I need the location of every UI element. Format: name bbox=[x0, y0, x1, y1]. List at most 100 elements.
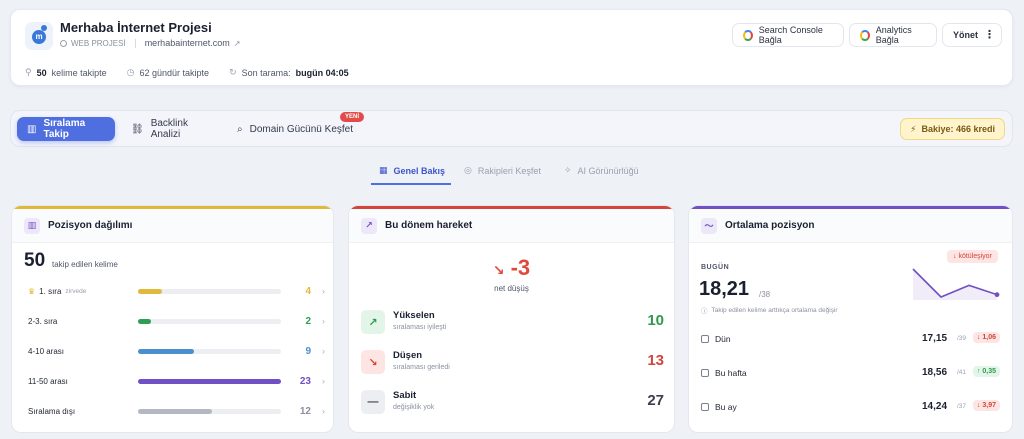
chevron-right-icon[interactable]: › bbox=[322, 286, 325, 296]
distribution-row-label-wrap: 4-10 arası bbox=[28, 347, 138, 356]
panel-title: Ortalama pozisyon bbox=[725, 220, 815, 231]
subtab-overview[interactable]: ▦ Genel Bakış bbox=[379, 165, 445, 176]
stat-days: ◷ 62 gündür takipte bbox=[127, 67, 209, 78]
analytics-connect-button[interactable]: Analytics Bağla bbox=[849, 23, 937, 47]
bar-chart-icon: ▥ bbox=[27, 123, 37, 135]
period-average-of: /41 bbox=[957, 369, 967, 376]
main-tabs: ▥ Sıralama Takip ⛓ Backlink Analizi ⌕ Do… bbox=[10, 110, 1013, 147]
distribution-bar-track bbox=[138, 348, 281, 354]
bolt-icon: ⚡ bbox=[910, 123, 917, 134]
globe-icon bbox=[60, 39, 67, 47]
subtab-label: AI Görünürlüğü bbox=[577, 165, 639, 176]
tab-label: Domain Gücünü Keşfet bbox=[249, 123, 353, 135]
calendar-icon bbox=[701, 369, 709, 377]
panel-accent-bar bbox=[349, 206, 674, 209]
search-console-connect-button[interactable]: Search Console Bağla bbox=[732, 23, 844, 47]
trend-line-icon: 〜 bbox=[701, 217, 717, 234]
distribution-row[interactable]: ♛ 1. sıra zirvede 4 › bbox=[28, 284, 325, 298]
logo-ear-shape bbox=[41, 25, 47, 31]
period-delta-badge: ↓ 3,97 bbox=[972, 400, 1000, 411]
distribution-row[interactable]: 2-3. sıra 2 › bbox=[28, 314, 325, 328]
distribution-row-value: 4 bbox=[305, 285, 311, 297]
panel-header: ↗ Bu dönem hareket bbox=[349, 209, 674, 243]
distribution-bar-track bbox=[138, 378, 281, 384]
movement-row-value: 27 bbox=[647, 392, 664, 409]
distribution-row-label-wrap: Sıralama dışı bbox=[28, 407, 138, 416]
distribution-row-value: 2 bbox=[305, 315, 311, 327]
tab-ranking-tracking[interactable]: ▥ Sıralama Takip bbox=[17, 117, 115, 141]
distribution-bar-fill bbox=[138, 318, 151, 324]
distribution-row-value: 9 bbox=[305, 345, 311, 357]
info-icon: ⓘ bbox=[701, 308, 708, 315]
movement-row-title: Sabit bbox=[393, 390, 417, 401]
arrow-down-right-icon: ↘ bbox=[361, 350, 385, 374]
link-icon: ⛓ bbox=[131, 123, 144, 135]
chevron-right-icon[interactable]: › bbox=[322, 346, 325, 356]
average-note-text: Takip edilen kelime arttıkça ortalama de… bbox=[711, 306, 838, 314]
subtab-competitors[interactable]: ◎ Rakipleri Keşfet bbox=[464, 165, 541, 176]
period-average-of: /39 bbox=[957, 335, 967, 342]
panel-title: Pozisyon dağılımı bbox=[48, 220, 133, 231]
distribution-bar-fill bbox=[138, 288, 163, 294]
external-link-icon[interactable]: ↗ bbox=[233, 38, 241, 48]
today-average-value: 18,21 bbox=[699, 278, 750, 300]
stat-last-scan: ↻ Son tarama: bugün 04:05 bbox=[229, 67, 349, 78]
sparkle-icon: ✧ bbox=[564, 165, 572, 175]
calendar-icon bbox=[701, 335, 709, 343]
arrow-down-right-icon: ↘ bbox=[492, 262, 505, 278]
balance-label: Bakiye: 466 kredi bbox=[921, 124, 995, 134]
position-distribution-panel: ▥ Pozisyon dağılımı 50 takip edilen keli… bbox=[11, 205, 334, 433]
period-average-value: 18,56 bbox=[922, 367, 948, 378]
distribution-row-label: 2-3. sıra bbox=[28, 316, 58, 326]
minus-icon: — bbox=[361, 390, 385, 414]
project-domain-link[interactable]: merhabainternet.com bbox=[144, 38, 230, 48]
average-period-row: Dün 17,15 /39 ↓ 1,06 bbox=[701, 331, 1000, 351]
distribution-bar-track bbox=[138, 408, 281, 414]
distribution-row-label: 1. sıra bbox=[39, 286, 62, 296]
today-average-of: /38 bbox=[759, 290, 771, 299]
panel-accent-bar bbox=[689, 206, 1012, 209]
arrow-up-right-icon: ↗ bbox=[361, 310, 385, 334]
stat-keywords: ⚲ 50 kelime takipte bbox=[25, 67, 107, 78]
chevron-right-icon[interactable]: › bbox=[322, 406, 325, 416]
distribution-row[interactable]: Sıralama dışı 12 › bbox=[28, 404, 325, 418]
stat-keywords-count: 50 bbox=[36, 67, 47, 78]
net-change-label: net düşüş bbox=[494, 284, 529, 293]
average-period-row: Bu ay 14,24 /37 ↓ 3,97 bbox=[701, 399, 1000, 419]
balance-badge[interactable]: ⚡ Bakiye: 466 kredi bbox=[900, 118, 1005, 140]
refresh-icon: ↻ bbox=[229, 67, 237, 77]
stat-days-label: 62 gündür takipte bbox=[139, 67, 210, 78]
sparkline-area bbox=[913, 269, 997, 300]
project-stats: ⚲ 50 kelime takipte ◷ 62 gündür takipte … bbox=[25, 67, 349, 78]
chevron-right-icon[interactable]: › bbox=[322, 316, 325, 326]
movement-row[interactable]: ↗ Yükselen sıralaması iyileşti 10 bbox=[361, 309, 664, 337]
movement-row[interactable]: ↘ Düşen sıralaması geriledi 13 bbox=[361, 349, 664, 377]
average-note: ⓘ Takip edilen kelime arttıkça ortalama … bbox=[701, 305, 838, 316]
bar-chart-icon: ▥ bbox=[24, 217, 40, 234]
manage-button[interactable]: Yönet ⋮ bbox=[942, 23, 1002, 47]
manage-button-label: Yönet bbox=[953, 30, 979, 40]
movement-row[interactable]: — Sabit değişiklik yok 27 bbox=[361, 389, 664, 417]
movement-row-subtitle: sıralaması geriledi bbox=[393, 364, 450, 371]
tab-backlink-analysis[interactable]: ⛓ Backlink Analizi bbox=[121, 117, 221, 141]
tab-domain-power[interactable]: ⌕ Domain Gücünü Keşfet bbox=[227, 117, 372, 141]
analytics-button-label: Analytics Bağla bbox=[875, 25, 912, 45]
distribution-row[interactable]: 4-10 arası 9 › bbox=[28, 344, 325, 358]
period-average-value: 14,24 bbox=[922, 401, 948, 412]
subtab-ai-visibility[interactable]: ✧ AI Görünürlüğü bbox=[564, 165, 639, 176]
target-icon: ◎ bbox=[464, 165, 472, 175]
logo-mark: m bbox=[32, 30, 46, 44]
sparkline-line bbox=[912, 268, 998, 298]
period-average-value: 17,15 bbox=[922, 333, 948, 344]
movement-row-value: 10 bbox=[647, 312, 664, 329]
project-header: m Merhaba İnternet Projesi WEB PROJESİ m… bbox=[10, 9, 1013, 86]
distribution-bar-fill bbox=[138, 378, 281, 384]
period-label: Bu hafta bbox=[715, 368, 747, 378]
chevron-right-icon[interactable]: › bbox=[322, 376, 325, 386]
more-vertical-icon: ⋮ bbox=[984, 29, 996, 41]
distribution-row-note: zirvede bbox=[65, 287, 87, 295]
sparkline-last-point bbox=[994, 292, 1000, 298]
distribution-bar-fill bbox=[138, 348, 194, 354]
distribution-row[interactable]: 11-50 arası 23 › bbox=[28, 374, 325, 388]
stat-scan-value: bugün 04:05 bbox=[295, 67, 349, 78]
